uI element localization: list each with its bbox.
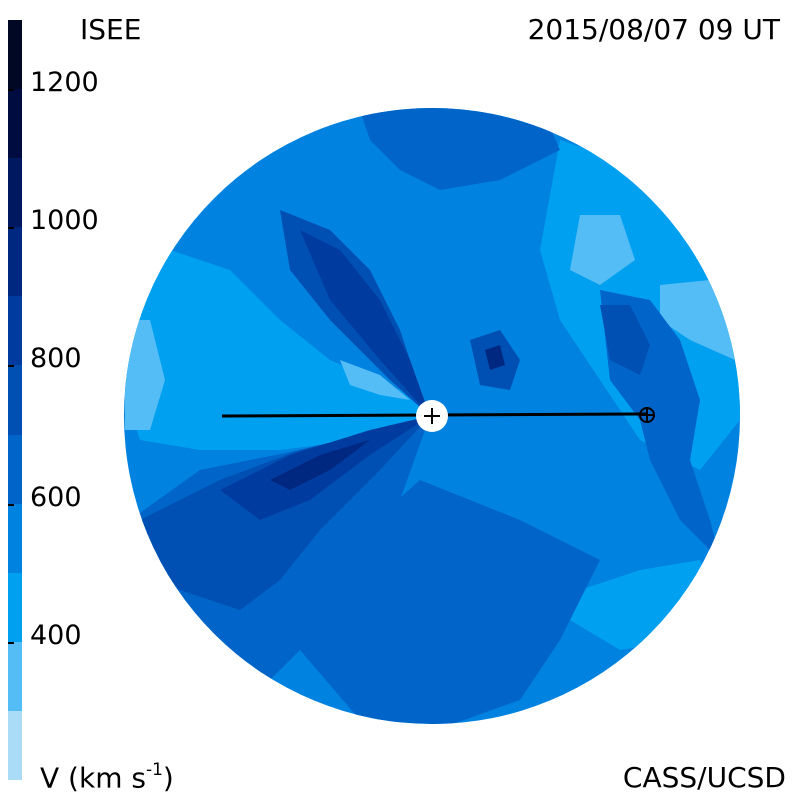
- colorbar-tick-label: 1200: [30, 67, 99, 99]
- colorbar-tick-label: 600: [30, 481, 82, 513]
- colorbar-segment: [8, 710, 22, 780]
- unit-exponent: -1: [145, 760, 163, 780]
- colorbar-tick: [8, 641, 14, 644]
- region-lighter-upper-right: [570, 215, 635, 285]
- timestamp-label: 2015/08/07 09 UT: [527, 13, 780, 46]
- unit-text: V (km s: [40, 761, 146, 795]
- colorbar-segment: [8, 158, 22, 228]
- region-dark-lower-left: [140, 416, 430, 610]
- region-medium-top: [360, 108, 560, 190]
- region-lighter-left: [125, 320, 165, 430]
- colorbar-tick: [8, 503, 14, 506]
- colorbar-tick: [8, 365, 14, 368]
- velocity-unit-label: V (km s-1): [40, 761, 174, 795]
- region-lighter-spot: [340, 360, 410, 400]
- model-name-label: ISEE: [80, 13, 142, 46]
- colorbar-tick-label: 800: [30, 343, 82, 375]
- colorbar-segment: [8, 227, 22, 297]
- colorbar-segment: [8, 365, 22, 435]
- region-darker-upper: [300, 230, 430, 416]
- colorbar-segment: [8, 296, 22, 366]
- colorbar-segment: [8, 20, 22, 90]
- region-dark-right-spot: [600, 305, 650, 375]
- region-darkest-center-spot: [485, 345, 505, 370]
- region-medium-bottom: [300, 480, 600, 724]
- region-darkest-lower-left: [270, 440, 370, 490]
- colorbar-segment: [8, 641, 22, 711]
- colorbar-segment: [8, 572, 22, 642]
- region-light-left: [124, 250, 430, 450]
- unit-close: ): [162, 761, 174, 795]
- colorbar-segment: [8, 434, 22, 504]
- colorbar-segment: [8, 89, 22, 159]
- colorbar-tick: [8, 227, 14, 230]
- colorbar-tick: [8, 89, 14, 92]
- institution-label: CASS/UCSD: [622, 761, 786, 794]
- colorbar-tick-label: 1000: [30, 205, 99, 237]
- colorbar-tick-label: 400: [30, 619, 82, 651]
- velocity-colorbar: [8, 20, 22, 780]
- colorbar-segment: [8, 503, 22, 573]
